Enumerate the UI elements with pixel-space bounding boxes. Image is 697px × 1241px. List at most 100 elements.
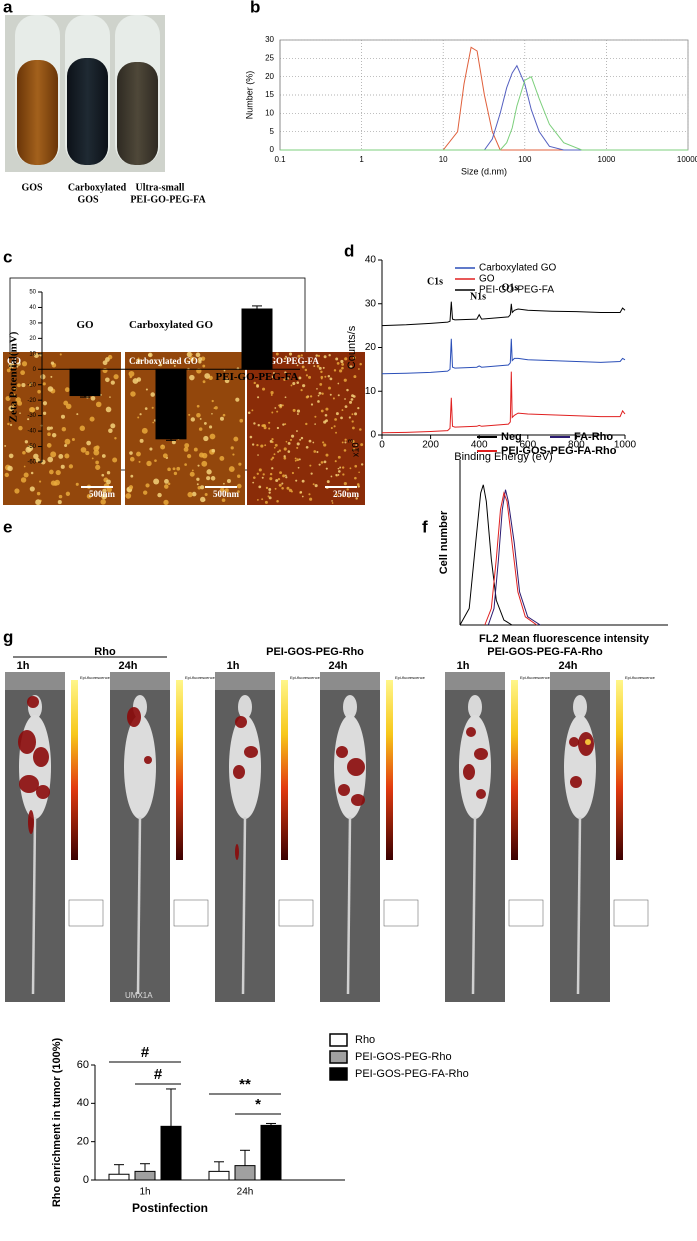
- afm-speck: [18, 425, 23, 431]
- afm-speck: [313, 365, 316, 367]
- afm-speck: [35, 457, 40, 463]
- afm-speck: [257, 424, 260, 427]
- y-tick-label: -50: [27, 444, 36, 450]
- afm-speck: [89, 416, 95, 422]
- y-tick-label: -10: [27, 382, 36, 388]
- afm-speck: [258, 468, 262, 472]
- afm-speck: [7, 465, 13, 472]
- afm-speck: [305, 374, 309, 377]
- afm-speck: [65, 403, 72, 410]
- afm-speck: [351, 413, 354, 416]
- mouse-tail: [136, 816, 142, 995]
- afm-speck: [314, 415, 317, 418]
- afm-speck: [58, 454, 64, 459]
- afm-speck: [314, 484, 318, 488]
- afm-speck: [95, 401, 102, 408]
- afm-speck: [184, 443, 190, 448]
- x-tick-label: 100: [518, 155, 532, 164]
- time-label: 1h: [457, 660, 470, 672]
- afm-speck: [294, 457, 297, 460]
- afm-speck: [8, 362, 15, 369]
- afm-speck: [315, 354, 319, 357]
- afm-speck: [196, 483, 199, 486]
- afm-speck: [20, 370, 26, 376]
- category-label: GO: [76, 319, 94, 331]
- afm-speck: [64, 453, 70, 459]
- signal: [244, 746, 258, 758]
- afm-speck: [106, 471, 111, 475]
- afm-speck: [327, 375, 331, 378]
- photo-label: PEI-GO-PEG-FA: [130, 194, 206, 205]
- y-tick-label: 40: [365, 255, 377, 266]
- afm-speck: [206, 469, 212, 475]
- afm-speck: [143, 490, 148, 495]
- afm-speck: [50, 480, 57, 486]
- afm-speck: [9, 423, 13, 427]
- afm-speck: [344, 405, 348, 409]
- afm-speck: [9, 353, 13, 356]
- afm-speck: [264, 500, 268, 504]
- signal: [33, 747, 49, 767]
- afm-speck: [64, 387, 70, 393]
- afm-speck: [203, 435, 209, 442]
- afm-speck: [29, 486, 35, 492]
- afm-speck: [349, 365, 353, 369]
- afm-speck: [172, 467, 176, 471]
- afm-speck: [203, 499, 206, 501]
- afm-speck: [263, 426, 267, 430]
- afm-speck: [341, 495, 344, 497]
- afm-speck: [305, 422, 308, 426]
- afm-speck: [341, 366, 344, 370]
- afm-speck: [221, 498, 226, 502]
- y-axis-label: Rho enrichment in tumor (100%): [51, 1038, 63, 1208]
- afm-speck: [46, 426, 51, 431]
- afm-speck: [128, 485, 134, 490]
- series-line: [280, 64, 688, 151]
- vial-photo: [5, 15, 165, 172]
- afm-speck: [25, 446, 32, 453]
- y-tick-label: 50: [29, 290, 36, 296]
- afm-speck: [268, 488, 272, 491]
- afm-speck: [224, 488, 229, 493]
- afm-speck: [334, 460, 337, 463]
- y-tick-label: 20: [265, 72, 274, 81]
- afm-speck: [59, 353, 62, 356]
- afm-speck: [80, 447, 87, 453]
- afm-speck: [253, 381, 256, 385]
- peak-label: C1s: [427, 276, 443, 287]
- y-tick-label: 0: [33, 367, 37, 373]
- afm-speck: [283, 456, 287, 460]
- afm-speck: [337, 455, 341, 459]
- afm-speck: [232, 453, 235, 456]
- afm-speck: [279, 403, 283, 407]
- significance-label: #: [141, 1044, 150, 1061]
- afm-speck: [278, 483, 282, 487]
- afm-speck: [196, 477, 200, 481]
- afm-speck: [320, 370, 323, 374]
- afm-speck: [149, 447, 153, 451]
- photo-label: GOS: [77, 194, 99, 205]
- afm-speck: [12, 403, 16, 407]
- afm-speck: [268, 427, 271, 430]
- y-tick-label: -30: [27, 413, 36, 419]
- afm-speck: [46, 443, 52, 448]
- mouse-body: [229, 715, 261, 819]
- afm-speck: [300, 436, 304, 440]
- afm-speck: [287, 450, 291, 453]
- legend-label: PEI-GOS-PEG-Rho: [355, 1051, 452, 1063]
- afm-speck: [9, 367, 11, 369]
- afm-speck: [226, 479, 231, 484]
- afm-speck: [318, 391, 322, 395]
- time-label: 24h: [329, 660, 348, 672]
- afm-speck: [30, 471, 34, 475]
- afm-speck: [86, 493, 92, 499]
- afm-speck: [171, 440, 176, 445]
- afm-speck: [21, 383, 26, 388]
- afm-speck: [273, 446, 276, 449]
- afm-speck: [4, 444, 7, 447]
- panel-letter: c: [3, 247, 12, 266]
- afm-speck: [22, 450, 26, 455]
- x-tick-label: 800: [568, 440, 585, 451]
- afm-speck: [352, 356, 356, 359]
- afm-speck: [136, 358, 141, 363]
